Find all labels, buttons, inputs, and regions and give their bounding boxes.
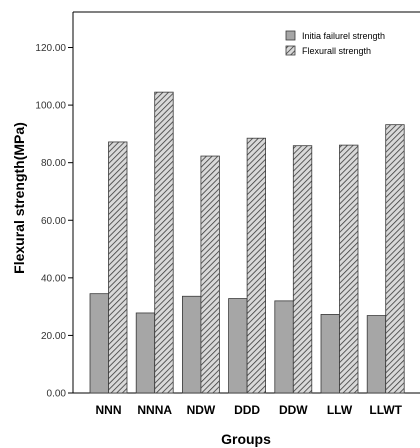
- bar-initial-nnna: [135, 312, 156, 394]
- y-axis-ticks: 0.00 20.00 40.00 60.00 80.00 100.00 120.00: [35, 43, 73, 400]
- y-tick-label: 60.00: [41, 216, 66, 227]
- x-axis-tick-labels: NNN NNNA NDW DDD DDW LLW LLWT: [96, 403, 403, 417]
- bar-initial-ndw: [181, 295, 202, 394]
- bar-initial-llw: [320, 314, 340, 394]
- legend-label-flexural: Flexurall strength: [302, 46, 371, 56]
- x-tick-label: NDW: [187, 403, 216, 417]
- y-axis-title: Flexural strength(MPa): [11, 122, 27, 274]
- bar-initial-ddd: [228, 298, 248, 394]
- bar-initial-ddw: [274, 300, 294, 394]
- bar-initial-nnn: [89, 293, 109, 394]
- bar-flexural-nnna: [154, 91, 174, 394]
- bar-flexural-ddw: [292, 145, 313, 394]
- y-tick-label: 0.00: [47, 389, 67, 400]
- y-tick-label: 80.00: [41, 158, 66, 169]
- y-tick-label: 100.00: [35, 101, 66, 112]
- legend-swatch-flexural: [285, 45, 296, 56]
- x-tick-label: NNNA: [137, 403, 172, 417]
- bar-initial-llwt: [366, 315, 387, 394]
- legend-label-initial: Initia failurel strength: [302, 31, 385, 41]
- bar-flexural-llw: [339, 144, 359, 394]
- x-tick-label: DDW: [279, 403, 308, 417]
- legend: Initia failurel strength Flexurall stren…: [285, 30, 385, 56]
- bar-flexural-ndw: [200, 155, 220, 394]
- bar-flexural-ddd: [246, 137, 267, 394]
- x-tick-label: LLWT: [369, 403, 402, 417]
- bars-group: [89, 91, 405, 394]
- legend-swatch-initial: [285, 30, 296, 41]
- bar-flexural-nnn: [108, 141, 128, 394]
- x-tick-label: DDD: [234, 403, 260, 417]
- bar-flexural-llwt: [385, 124, 405, 394]
- x-tick-label: NNN: [96, 403, 122, 417]
- x-axis-title: Groups: [221, 431, 271, 447]
- y-tick-label: 120.00: [35, 43, 66, 54]
- y-tick-label: 20.00: [41, 331, 66, 342]
- y-tick-label: 40.00: [41, 273, 66, 284]
- x-tick-label: LLW: [327, 403, 353, 417]
